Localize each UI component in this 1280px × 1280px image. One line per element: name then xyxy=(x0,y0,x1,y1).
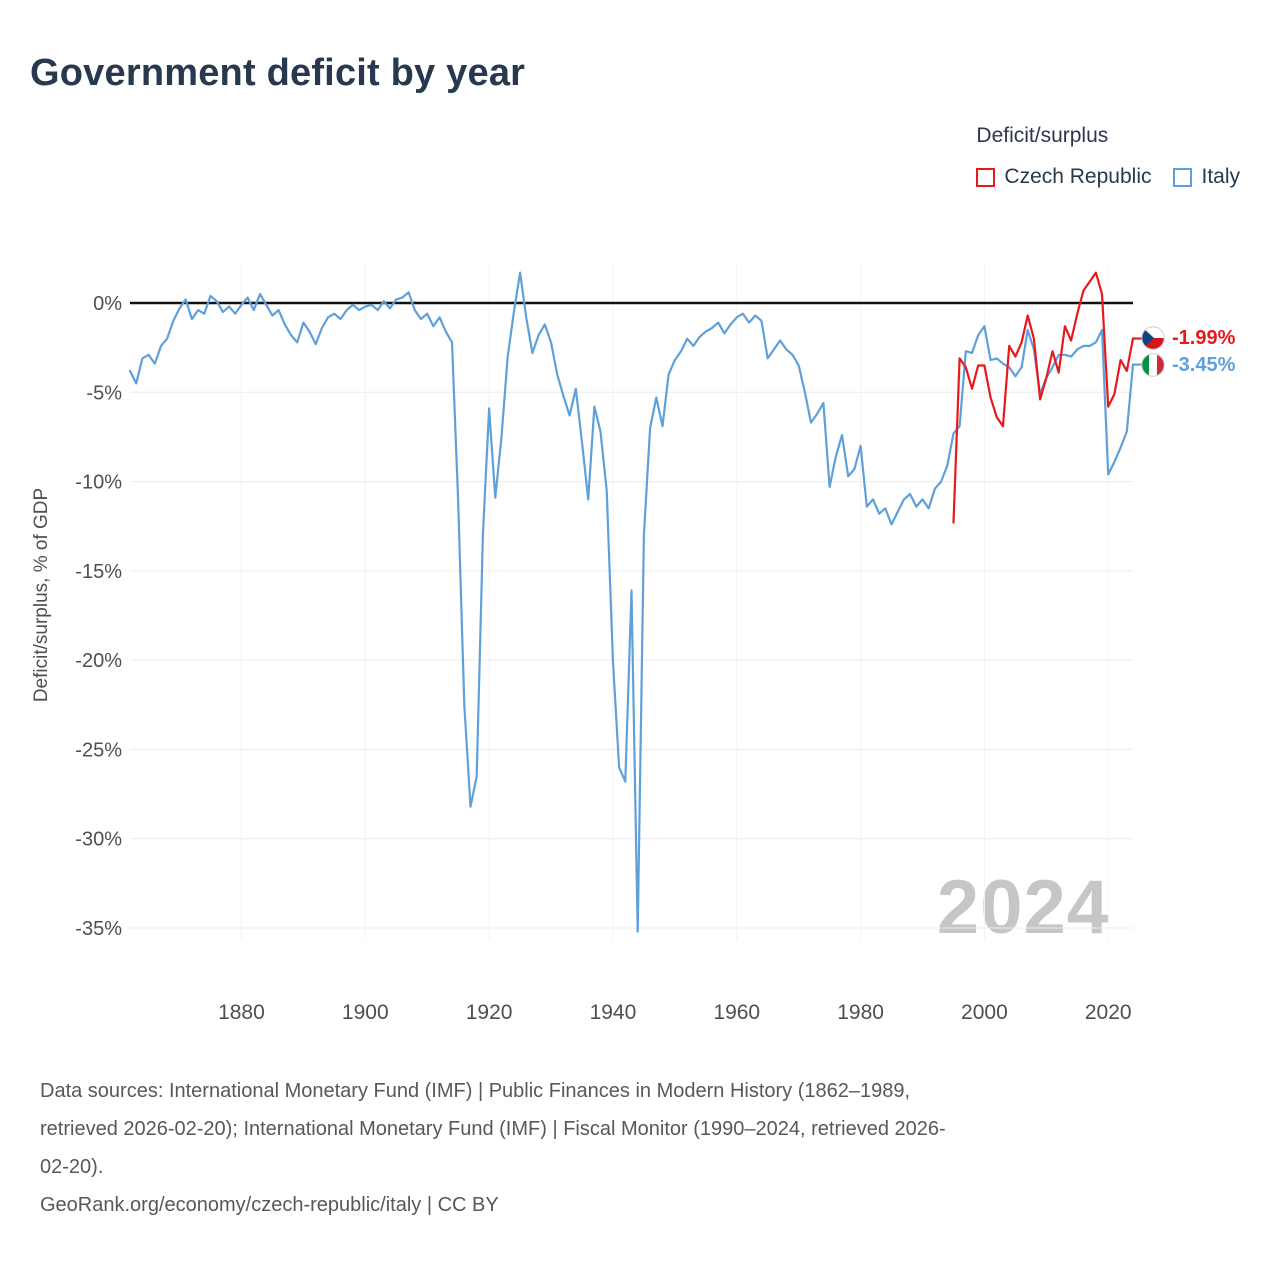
italy-line xyxy=(128,271,1135,933)
y-tick-0: 0% xyxy=(93,293,122,315)
y-tick--30: -30% xyxy=(75,829,122,851)
deficit-by-year-chart[interactable]: 1880 1900 1920 1940 1960 1980 2000 2020 0% -5% -10… xyxy=(0,0,1280,1060)
x-tick-1980: 1980 xyxy=(837,1001,884,1024)
czech-republic-line xyxy=(952,271,1135,524)
y-tick--20: -20% xyxy=(75,650,122,672)
data-sources-line-1: Data sources: International Monetary Fun… xyxy=(40,1080,911,1102)
legend-item-czech-republic[interactable]: Czech Republic xyxy=(976,165,1151,189)
end-value-czech-republic: -1.99% xyxy=(1172,326,1236,349)
page-title: Government deficit by year xyxy=(30,52,526,94)
italy-swatch-icon xyxy=(1173,167,1193,187)
x-tick-1920: 1920 xyxy=(466,1001,513,1024)
end-label-italy: -3.45% xyxy=(1141,353,1235,377)
attribution-line: GeoRank.org/economy/czech-republic/italy… xyxy=(40,1194,499,1216)
data-sources-line-2: retrieved 2026-02-20); International Mon… xyxy=(40,1118,946,1140)
x-tick-1900: 1900 xyxy=(342,1001,389,1024)
x-tick-1880: 1880 xyxy=(218,1001,265,1024)
x-tick-2020: 2020 xyxy=(1085,1001,1132,1024)
y-tick--5: -5% xyxy=(86,382,122,404)
czech-republic-swatch-icon xyxy=(976,167,996,187)
legend-item-italy[interactable]: Italy xyxy=(1173,165,1240,189)
y-tick--35: -35% xyxy=(75,918,122,940)
x-tick-2000: 2000 xyxy=(961,1001,1008,1024)
x-tick-1940: 1940 xyxy=(590,1001,637,1024)
legend-title: Deficit/surplus xyxy=(976,124,1109,147)
y-tick--25: -25% xyxy=(75,739,122,761)
legend: Deficit/surplus Czech Republic Italy xyxy=(976,124,1240,189)
x-tick-1960: 1960 xyxy=(713,1001,760,1024)
end-value-italy: -3.45% xyxy=(1172,353,1236,376)
legend-label-italy: Italy xyxy=(1201,165,1240,188)
y-tick--15: -15% xyxy=(75,561,122,583)
legend-label-czech-republic: Czech Republic xyxy=(1004,165,1152,188)
legend-items: Czech Republic Italy xyxy=(976,165,1240,189)
end-label-czech-republic: -1.99% xyxy=(1141,326,1235,350)
y-tick--10: -10% xyxy=(75,472,122,494)
data-sources-line-3: 02-20). xyxy=(40,1156,104,1178)
italy-flag-icon xyxy=(1141,353,1165,377)
watermark-year: 2024 xyxy=(936,865,1110,950)
czech-flag-icon xyxy=(1141,326,1165,350)
footer: Data sources: International Monetary Fun… xyxy=(40,1072,1260,1224)
